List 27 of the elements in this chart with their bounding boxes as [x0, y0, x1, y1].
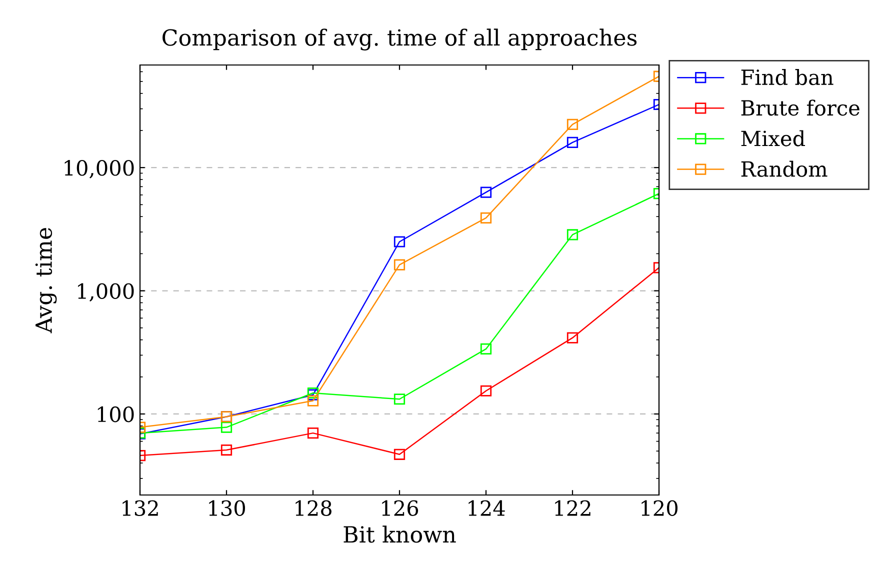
point: [394, 259, 406, 270]
point: [480, 385, 492, 396]
point: [307, 395, 319, 406]
x-tick-label: 128: [296, 500, 332, 516]
legend-label: Random: [741, 160, 828, 177]
x-tick-label: 130: [209, 500, 245, 516]
chart-title: Comparison of avg. time of all approaches: [162, 28, 637, 50]
y-tick-label: 100: [98, 406, 134, 422]
y-axis-title: Avg. time: [35, 228, 57, 334]
y-tick-label: 1,000: [78, 283, 134, 302]
point: [307, 428, 319, 439]
x-tick-label: 124: [468, 500, 505, 516]
point: [480, 343, 492, 355]
x-tick-label: 132: [122, 500, 158, 516]
point: [480, 212, 492, 224]
point: [480, 186, 492, 198]
x-axis-title: Bit known: [344, 526, 456, 543]
legend-label: Find ban: [741, 69, 834, 86]
x-tick-label: 126: [382, 500, 418, 516]
point: [394, 394, 406, 405]
legend-label: Brute force: [741, 100, 860, 116]
y-tick-label: 10,000: [64, 160, 134, 178]
x-tick-label: 120: [642, 500, 678, 516]
point: [394, 448, 406, 460]
x-tick-label: 122: [555, 500, 590, 516]
point: [394, 236, 406, 248]
legend-label: Mixed: [741, 130, 806, 146]
